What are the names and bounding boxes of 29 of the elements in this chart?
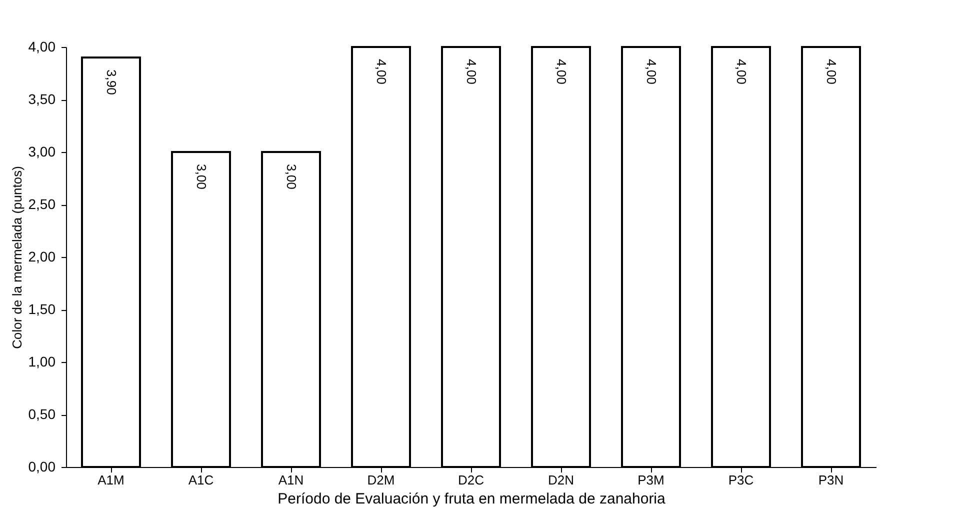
x-tick-label: P3M	[638, 472, 664, 488]
y-tick-label: 0,00	[28, 458, 56, 474]
y-tick-label: 2,00	[28, 248, 56, 264]
y-tick-label: 1,00	[28, 354, 56, 370]
x-tick-label: A1N	[278, 472, 304, 488]
y-tick-label: 3,00	[28, 144, 56, 160]
x-tick-label: D2M	[367, 472, 395, 488]
data-label: 4,00	[644, 59, 659, 84]
data-label: 4,00	[734, 59, 749, 84]
y-tick-label: 3,50	[28, 91, 56, 107]
data-label: 4,00	[464, 59, 479, 84]
x-axis-title: Período de Evaluación y fruta en mermelada de zanahoria	[278, 490, 666, 508]
data-label: 4,00	[824, 59, 839, 84]
y-tick-label: 4,00	[28, 38, 56, 54]
data-label: 4,00	[374, 59, 389, 84]
y-tick-label: 0,50	[28, 406, 56, 422]
y-axis-title: Color de la mermelada (puntos)	[9, 166, 24, 349]
data-label: 3,90	[104, 70, 119, 95]
x-tick-label: A1M	[98, 472, 124, 488]
y-tick-label: 1,50	[28, 301, 56, 317]
x-tick-label: D2N	[548, 472, 574, 488]
data-label: 4,00	[554, 59, 569, 84]
x-tick-label: P3C	[728, 472, 754, 488]
data-label: 3,00	[194, 164, 209, 190]
x-tick-label: D2C	[458, 472, 484, 488]
data-label: 3,00	[284, 164, 299, 190]
y-tick-label: 2,50	[28, 196, 56, 212]
x-tick-label: P3N	[818, 472, 844, 488]
x-tick-label: A1C	[188, 472, 214, 488]
